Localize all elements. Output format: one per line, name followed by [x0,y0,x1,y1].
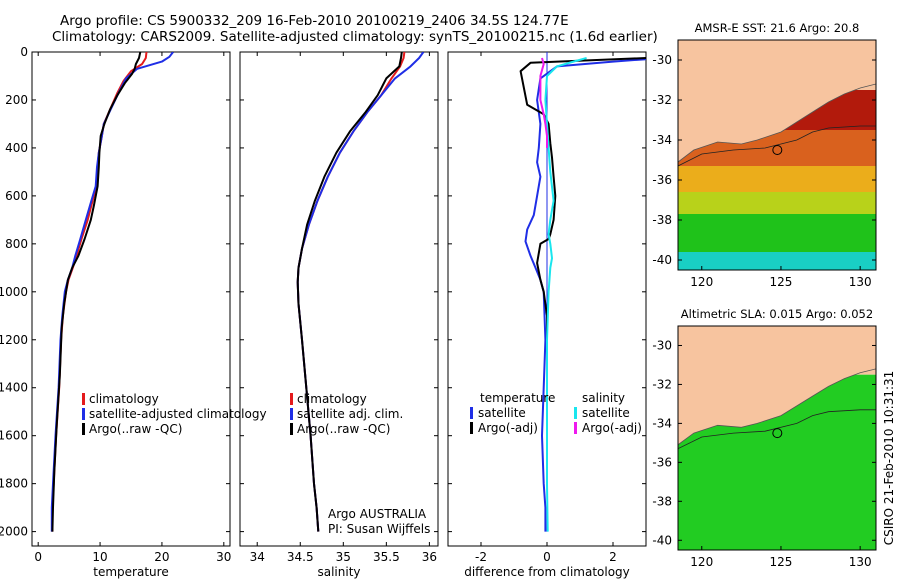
sst-map-xtick-label: 120 [690,275,713,289]
legend-entry: salinity [582,391,625,405]
difference-profile-xtick-label: -2 [475,550,487,564]
sst-map-title: AMSR-E SST: 21.6 Argo: 20.8 [695,21,860,35]
sla-map-ytick-label: -34 [652,416,672,430]
sst-map-argo-marker [772,145,783,155]
salinity-profile-xtick-label: 35 [336,550,351,564]
sst-map-field [678,40,876,270]
salinity-profile-frame [239,51,439,547]
sst-map-ytick-label: -30 [652,53,672,67]
legend-entry: satellite-adjusted climatology [89,407,267,421]
legend-entry: Argo(-adj) [478,421,538,435]
difference-profile-series-temperature-satellite [524,58,646,532]
legend-entry: Argo(-adj) [582,421,642,435]
salinity-profile-xlabel: salinity [317,565,360,579]
depth-tick-label: 0 [20,45,28,59]
figure-title-line1: Argo profile: CS 5900332_209 16-Feb-2010… [60,13,569,29]
legend-swatch [574,422,577,434]
depth-tick-label: 1400 [0,381,28,395]
difference-profile-series-salinity-satellite [544,57,587,532]
depth-tick-label: 1600 [0,429,28,443]
sla-map-xtick-label: 125 [770,555,793,569]
legend-entry: climatology [297,392,367,406]
temperature-profile-xtick-label: 30 [216,550,231,564]
salinity-profile-xtick-label: 35.5 [373,550,400,564]
legend-swatch [470,422,473,434]
salinity-annotation-line2: PI: Susan Wijffels [328,522,430,536]
sst-map-ytick-label: -34 [652,133,672,147]
salinity-annotation-line1: Argo AUSTRALIA [328,507,427,521]
temperature-profile-xtick-label: 0 [34,550,42,564]
sst-map-color-band [678,166,876,192]
sla-map-xtick-label: 130 [849,555,872,569]
depth-tick-label: 200 [5,93,28,107]
legend-entry: Argo(..raw -QC) [89,422,182,436]
sla-map-frame [677,325,877,551]
temperature-profile-xlabel: temperature [93,565,168,579]
salinity-profile-xtick-label: 34 [250,550,265,564]
difference-profile-xtick-label: 2 [609,550,617,564]
sst-map-ytick-label: -32 [652,93,672,107]
sla-map-ytick-label: -38 [652,494,672,508]
side-timestamp-label: CSIRO 21-Feb-2010 10:31:31 [882,371,896,546]
difference-profile-series-temperature-argo-adj- [519,57,646,364]
sla-map-contour [678,409,876,450]
legend-swatch [574,407,577,419]
temperature-profile-xtick-label: 10 [92,550,107,564]
legend-swatch [290,408,293,420]
sst-map-ytick-label: -36 [652,173,672,187]
legend-swatch [82,408,85,420]
sst-map-color-band [678,252,876,270]
depth-tick-label: 400 [5,141,28,155]
difference-profile-xlabel: difference from climatology [464,565,630,579]
sla-map-ytick-label: -36 [652,455,672,469]
legend-swatch [82,423,85,435]
legend-entry: climatology [89,392,159,406]
salinity-profile-xtick-label: 34.5 [287,550,314,564]
sla-map-title: Altimetric SLA: 0.015 Argo: 0.052 [681,307,873,321]
depth-tick-label: 1800 [0,477,28,491]
sla-map-argo-marker [772,428,783,439]
depth-tick-label: 1000 [0,285,28,299]
legend-entry: satellite adj. clim. [297,407,403,421]
legend-entry: Argo(..raw -QC) [297,422,390,436]
sst-map-color-band [678,192,876,214]
depth-tick-label: 2000 [0,525,28,539]
legend-entry: satellite [582,406,630,420]
sst-map-color-band [678,214,876,252]
sst-map-frame [677,39,877,271]
salinity-profile-xtick-label: 36 [422,550,437,564]
sla-map-land [678,326,876,445]
depth-tick-label: 600 [5,189,28,203]
sst-map-xtick-label: 130 [849,275,872,289]
legend-entry: temperature [480,391,555,405]
temperature-profile-series-argo-raw-qc- [51,52,142,532]
sst-map-coastline [678,83,876,163]
sst-map-xtick-label: 125 [770,275,793,289]
sst-map-ytick-label: -38 [652,213,672,227]
temperature-profile-frame [31,51,231,547]
difference-profile-xtick-label: 0 [543,550,551,564]
sst-map-land [678,40,876,162]
figure-title-line2: Climatology: CARS2009. Satellite-adjuste… [52,29,658,45]
sla-map-coastline [678,368,876,446]
legend-entry: satellite [478,406,526,420]
legend-swatch [82,393,85,405]
sla-map-ytick-label: -32 [652,377,672,391]
legend-swatch [290,393,293,405]
salinity-profile-series-argo-raw-qc- [296,52,403,532]
sst-map-contour [678,125,876,167]
sla-map-ytick-label: -30 [652,338,672,352]
depth-tick-label: 800 [5,237,28,251]
sst-map-ytick-label: -40 [652,253,672,267]
sla-map-xtick-label: 120 [690,555,713,569]
depth-tick-label: 1200 [0,333,28,347]
legend-swatch [470,407,473,419]
temperature-profile-xtick-label: 20 [154,550,169,564]
legend-swatch [290,423,293,435]
sla-map-field [678,326,876,550]
difference-profile-series-salinity-argo-adj- [539,57,548,148]
sla-map-ytick-label: -40 [652,533,672,547]
